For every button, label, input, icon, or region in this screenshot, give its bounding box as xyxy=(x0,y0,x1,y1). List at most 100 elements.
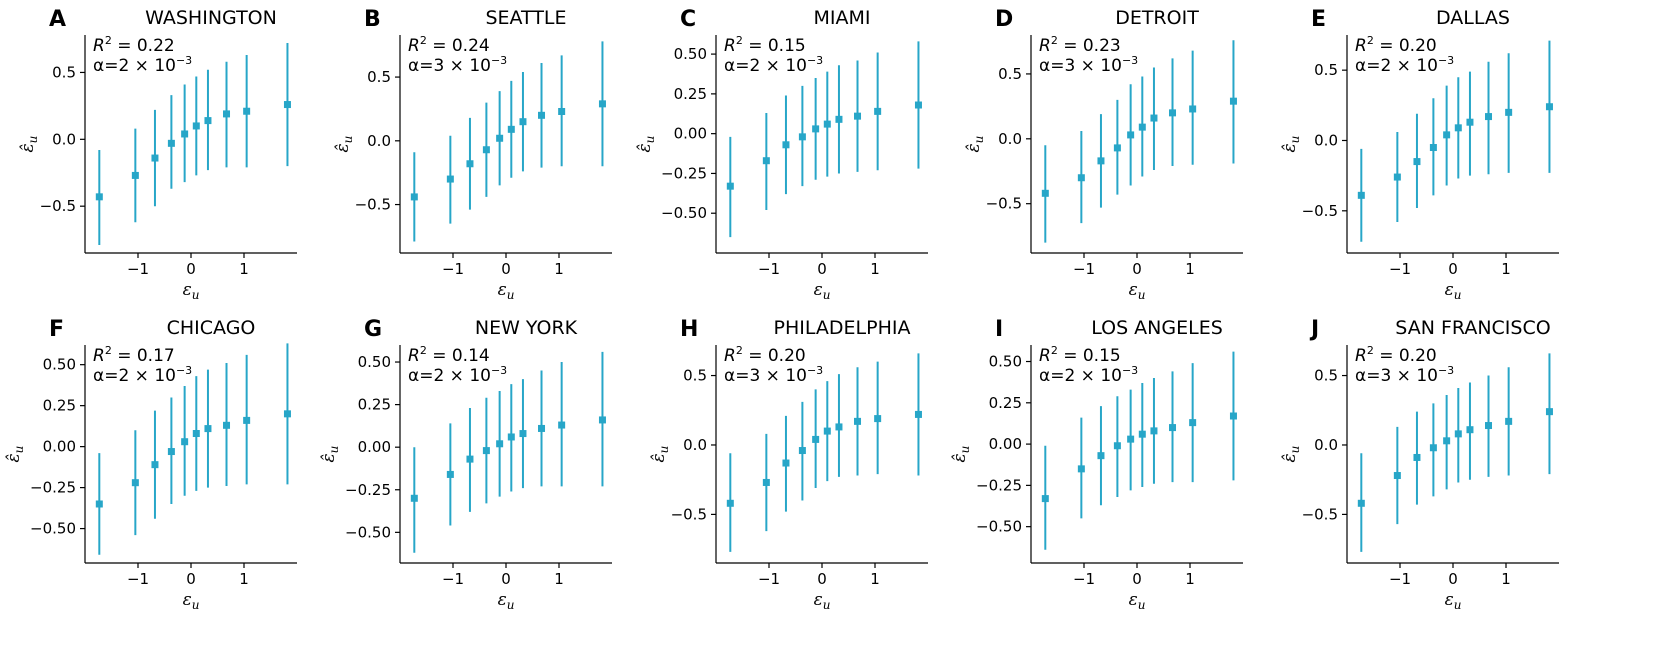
x-tick-label: 1 xyxy=(1501,570,1511,588)
data-point xyxy=(1357,191,1365,199)
data-point xyxy=(1097,157,1105,165)
data-point xyxy=(798,133,806,141)
x-tick-label: 0 xyxy=(1448,260,1458,278)
data-point xyxy=(823,120,831,128)
data-point xyxy=(1443,437,1451,445)
data-point xyxy=(181,438,189,446)
data-point xyxy=(1454,430,1462,438)
y-axis-label: ε̂u xyxy=(964,136,986,153)
y-tick-label: 0.5 xyxy=(683,367,707,385)
y-tick-label: −0.50 xyxy=(661,204,707,222)
panel-title: SEATTLE xyxy=(485,7,566,29)
data-point xyxy=(243,416,251,424)
panel-b: B SEATTLE R2 = 0.24α=3 × 10−3 −0.5 0.0 0.5 −1 0… xyxy=(333,7,612,302)
panel-letter: I xyxy=(995,317,1003,342)
x-tick-label: −1 xyxy=(442,260,464,278)
y-tick-label: 0.0 xyxy=(683,436,707,454)
alpha-label: α=2 × 10−3 xyxy=(724,54,823,76)
y-tick-label: −0.50 xyxy=(976,518,1022,536)
data-point xyxy=(192,430,200,438)
x-tick-label: 0 xyxy=(501,570,511,588)
data-point xyxy=(762,478,770,486)
r-squared-label: R2 = 0.24 xyxy=(408,34,490,56)
panel-c: C MIAMI R2 = 0.15α=2 × 10−3 −0.50 −0.25 0.00 0… xyxy=(635,7,928,302)
data-point xyxy=(1443,131,1451,139)
x-tick-label: −1 xyxy=(442,570,464,588)
x-tick-label: 1 xyxy=(1185,260,1195,278)
y-tick-label: 0.25 xyxy=(43,397,76,415)
data-point xyxy=(1413,453,1421,461)
data-point xyxy=(507,433,515,441)
x-tick-label: 0 xyxy=(1448,570,1458,588)
y-tick-label: 0.5 xyxy=(52,63,76,81)
panel-j: J SAN FRANCISCO R2 = 0.20α=3 × 10−3 −0.5 0.0… xyxy=(1280,317,1559,612)
panel-d: D DETROIT R2 = 0.23α=3 × 10−3 −0.5 0.0 0.5 −1 0… xyxy=(964,7,1243,302)
data-point xyxy=(410,494,418,502)
data-point xyxy=(482,447,490,455)
y-tick-label: −0.25 xyxy=(976,476,1022,494)
data-point xyxy=(283,410,291,418)
data-point xyxy=(874,107,882,115)
data-point xyxy=(95,500,103,508)
data-point xyxy=(181,130,189,138)
data-point xyxy=(1150,114,1158,122)
panel-letter: J xyxy=(1309,317,1319,342)
r-squared-label: R2 = 0.15 xyxy=(724,34,806,56)
y-tick-label: −0.50 xyxy=(30,520,76,538)
x-axis-label: εu xyxy=(814,280,831,302)
y-tick-label: 0.5 xyxy=(998,65,1022,83)
y-axis-label: ε̂u xyxy=(649,446,671,463)
data-point xyxy=(558,421,566,429)
data-point xyxy=(1485,113,1493,121)
data-point xyxy=(482,146,490,154)
y-tick-label: 0.0 xyxy=(998,130,1022,148)
data-point xyxy=(167,139,175,147)
alpha-label: α=2 × 10−3 xyxy=(408,364,507,386)
y-tick-label: −0.25 xyxy=(30,479,76,497)
data-point xyxy=(519,118,527,126)
alpha-label: α=3 × 10−3 xyxy=(724,364,823,386)
data-point xyxy=(598,100,606,108)
y-tick-label: −0.5 xyxy=(40,197,76,215)
panel-a: A WASHINGTON R2 = 0.22α=2 × 10−3 −0.5 0.0 0.5… xyxy=(18,7,297,302)
data-point xyxy=(223,421,231,429)
data-point xyxy=(466,455,474,463)
y-tick-label: −0.5 xyxy=(1302,505,1338,523)
data-point xyxy=(410,193,418,201)
x-tick-label: 0 xyxy=(1132,260,1142,278)
panel-letter: H xyxy=(680,317,698,342)
panel-g: G NEW YORK R2 = 0.14α=2 × 10−3 −0.50 −0.25 0.… xyxy=(319,317,612,612)
y-tick-label: 0.5 xyxy=(367,68,391,86)
data-point xyxy=(914,101,922,109)
data-point xyxy=(204,117,212,125)
data-point xyxy=(151,154,159,162)
panel-letter: E xyxy=(1311,7,1326,32)
y-tick-label: −0.5 xyxy=(671,505,707,523)
data-point xyxy=(1429,444,1437,452)
x-axis-label: εu xyxy=(498,280,515,302)
r-squared-label: R2 = 0.17 xyxy=(93,344,175,366)
panel-title: PHILADELPHIA xyxy=(774,317,911,339)
data-point xyxy=(1454,124,1462,132)
data-point xyxy=(798,447,806,455)
panel-title: NEW YORK xyxy=(475,317,578,339)
x-axis-label: εu xyxy=(1445,280,1462,302)
alpha-label: α=2 × 10−3 xyxy=(93,54,192,76)
data-point xyxy=(1393,173,1401,181)
data-point xyxy=(726,499,734,507)
data-point xyxy=(131,479,139,487)
data-point xyxy=(874,415,882,423)
data-point xyxy=(812,125,820,133)
data-point xyxy=(1429,144,1437,152)
data-point xyxy=(854,417,862,425)
x-axis-label: εu xyxy=(1445,590,1462,612)
r-squared-label: R2 = 0.20 xyxy=(724,344,806,366)
r-squared-label: R2 = 0.14 xyxy=(408,344,490,366)
panel-e: E DALLAS R2 = 0.20α=2 × 10−3 −0.5 0.0 0.5 −1 0 1… xyxy=(1280,7,1559,302)
data-point xyxy=(1169,424,1177,432)
data-point xyxy=(598,416,606,424)
x-axis-label: εu xyxy=(1129,280,1146,302)
y-axis-label: ε̂u xyxy=(950,446,972,463)
data-point xyxy=(507,125,515,133)
x-tick-label: −1 xyxy=(127,570,149,588)
